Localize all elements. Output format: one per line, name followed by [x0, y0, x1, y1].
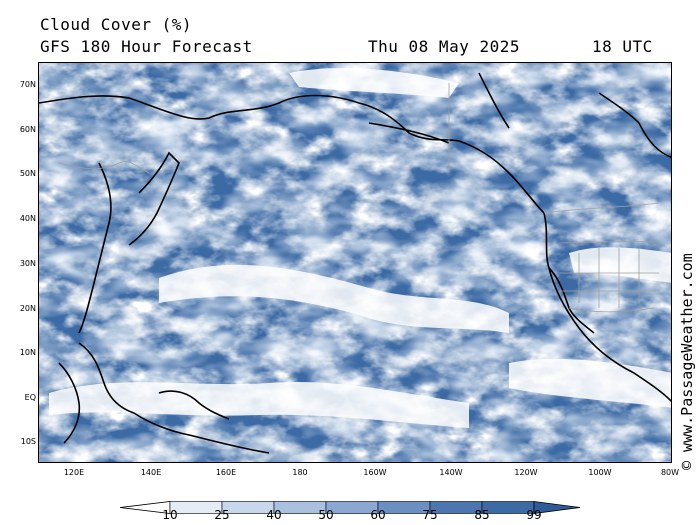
passageweather-watermark: © www.PassageWeather.com: [678, 253, 696, 470]
lon-label-140e: 140E: [140, 468, 162, 477]
legend-label-85: 85: [474, 508, 490, 522]
cloud-cover-legend: [119, 501, 581, 514]
legend-label-60: 60: [370, 508, 386, 522]
lon-label-80w: 80W: [660, 468, 680, 477]
lat-label-60n: 60N: [19, 125, 36, 134]
legend-label-25: 25: [214, 508, 230, 522]
lon-label-120e: 120E: [63, 468, 85, 477]
lat-label-10s: 10S: [20, 437, 36, 446]
map-title: Cloud Cover (%): [40, 15, 192, 34]
legend-label-40: 40: [266, 508, 282, 522]
lon-label-140w: 140W: [439, 468, 463, 477]
forecast-subtitle: GFS 180 Hour Forecast: [40, 37, 253, 56]
cloud-cover-map[interactable]: [38, 62, 672, 463]
lat-label-eq: EQ: [24, 393, 36, 402]
lat-label-30n: 30N: [19, 259, 36, 268]
lon-label-160w: 160W: [363, 468, 387, 477]
lon-label-160e: 160E: [215, 468, 237, 477]
lat-label-20n: 20N: [19, 304, 36, 313]
forecast-date: Thu 08 May 2025: [368, 37, 520, 56]
lat-label-40n: 40N: [19, 214, 36, 223]
forecast-time: 18 UTC: [592, 37, 653, 56]
lat-label-70n: 70N: [19, 80, 36, 89]
legend-label-99: 99: [526, 508, 542, 522]
lat-label-50n: 50N: [19, 169, 36, 178]
legend-label-10: 10: [162, 508, 178, 522]
lon-label-180: 180: [292, 468, 308, 477]
legend-label-75: 75: [422, 508, 438, 522]
lon-label-100w: 100W: [588, 468, 612, 477]
legend-arrow-right: [533, 501, 581, 514]
lon-label-120w: 120W: [514, 468, 538, 477]
legend-label-50: 50: [318, 508, 334, 522]
map-graphic: [39, 63, 671, 462]
lat-label-10n: 10N: [19, 348, 36, 357]
borders: [58, 83, 660, 313]
